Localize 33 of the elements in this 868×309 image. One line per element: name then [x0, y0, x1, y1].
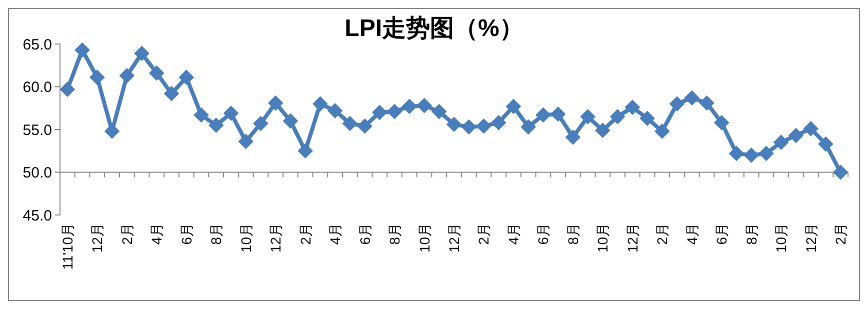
x-tick-label: 4月 — [327, 223, 344, 245]
x-tick-label: 8月 — [743, 223, 760, 245]
x-tick-label: 4月 — [505, 223, 522, 245]
chart-title: LPI走势图（%） — [344, 15, 524, 42]
y-tick-label: 45.0 — [22, 207, 52, 224]
x-tick-label: 10月 — [773, 223, 790, 253]
x-tick-label: 6月 — [714, 223, 730, 245]
x-tick-label: 2月 — [654, 223, 670, 245]
x-tick-label: 12月 — [624, 223, 640, 253]
y-tick-label: 55.0 — [22, 122, 52, 139]
y-tick-label: 50.0 — [22, 164, 52, 182]
y-tick-label: 60.0 — [22, 79, 52, 96]
x-tick-label: 2月 — [832, 223, 849, 245]
x-tick-label: 8月 — [208, 223, 224, 245]
x-tick-label: 8月 — [564, 223, 581, 245]
x-tick-label: 12月 — [802, 223, 819, 253]
x-tick-label: 2月 — [476, 223, 492, 245]
x-tick-label: 12月 — [89, 223, 106, 253]
x-tick-label: 4月 — [148, 223, 165, 245]
y-tick-label: 65.0 — [22, 36, 52, 54]
x-tick-label: 12月 — [446, 223, 462, 253]
x-tick-label: 6月 — [178, 223, 194, 245]
x-tick-label: 6月 — [535, 223, 552, 245]
x-tick-label: 10月 — [594, 223, 611, 253]
x-tick-label: 4月 — [684, 223, 700, 245]
x-tick-label: 2月 — [297, 223, 314, 245]
x-tick-label: 12月 — [268, 223, 284, 253]
x-tick-label: 11'10月 — [59, 223, 76, 270]
x-tick-label: 8月 — [386, 223, 403, 245]
x-tick-label: 6月 — [356, 223, 373, 245]
x-tick-label: 2月 — [118, 223, 135, 245]
x-tick-label: 10月 — [238, 223, 254, 253]
x-tick-label: 10月 — [416, 223, 432, 253]
